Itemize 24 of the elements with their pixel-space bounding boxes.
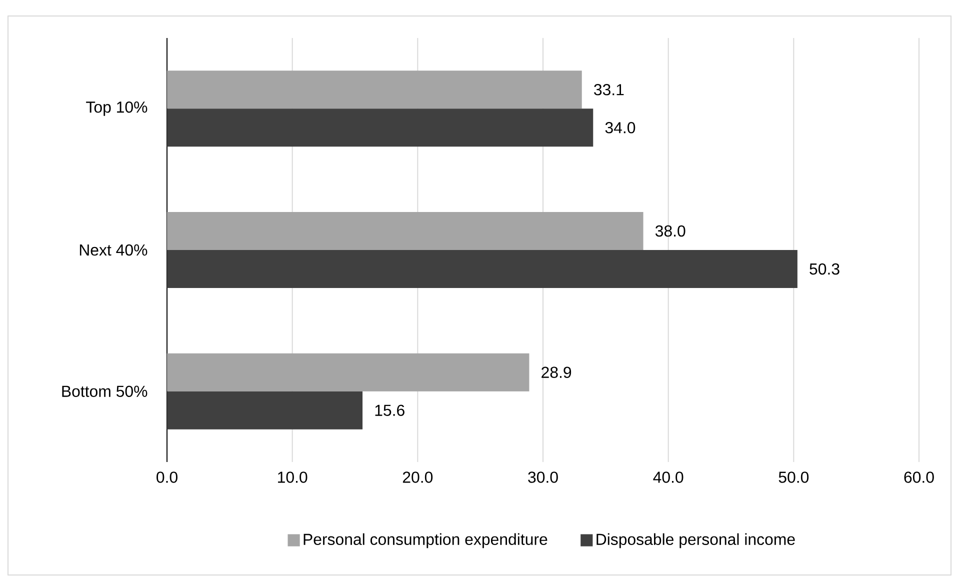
x-tick-label: 10.0 bbox=[278, 472, 308, 483]
bar bbox=[167, 391, 363, 430]
legend-label: Personal consumption expenditure bbox=[304, 533, 548, 548]
bar bbox=[167, 250, 798, 288]
y-tick-label: Bottom 50% bbox=[62, 386, 148, 397]
data-label: 50.3 bbox=[810, 263, 840, 275]
x-tick-label: 20.0 bbox=[402, 472, 433, 483]
data-label: 34.0 bbox=[605, 122, 636, 134]
data-label: 15.6 bbox=[375, 404, 404, 416]
bar bbox=[167, 108, 594, 147]
bar bbox=[167, 353, 530, 392]
x-tick-label: 60.0 bbox=[904, 472, 934, 483]
x-tick-label: 40.0 bbox=[653, 472, 684, 483]
bar bbox=[167, 70, 582, 109]
data-label: 28.9 bbox=[542, 366, 572, 378]
x-tick-label: 0.0 bbox=[156, 472, 178, 483]
x-tick-label: 30.0 bbox=[528, 472, 558, 483]
data-label: 38.0 bbox=[655, 225, 686, 237]
legend-label: Disposable personal income bbox=[596, 533, 795, 548]
data-label: 33.1 bbox=[594, 84, 624, 96]
bar bbox=[167, 212, 644, 250]
y-tick-label: Top 10% bbox=[86, 101, 148, 116]
x-tick-label: 50.0 bbox=[778, 472, 809, 483]
y-tick-label: Next 40% bbox=[80, 244, 148, 256]
